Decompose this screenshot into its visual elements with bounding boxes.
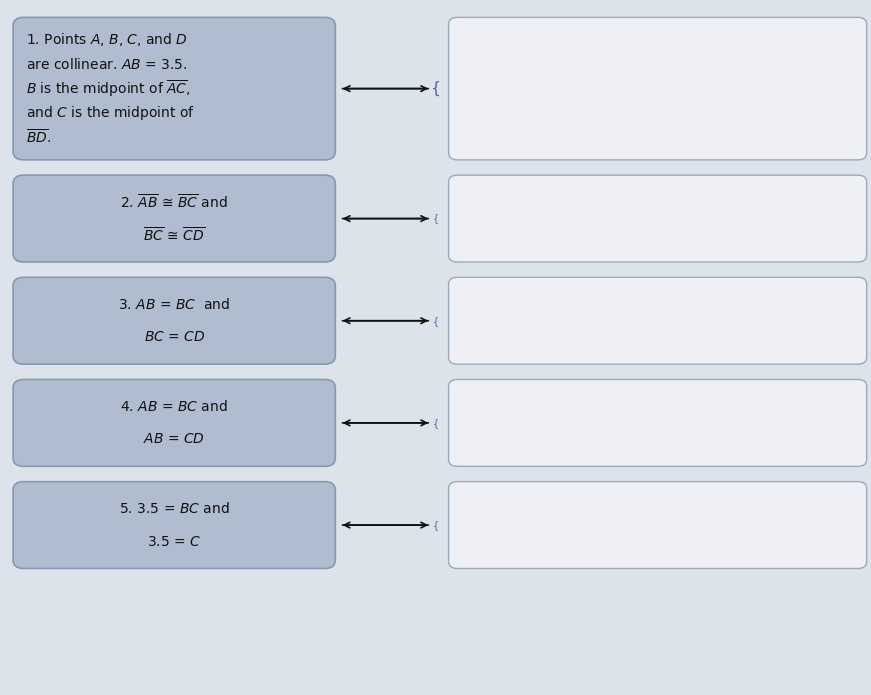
Text: $\mathit{BC}$ = $\mathit{CD}$: $\mathit{BC}$ = $\mathit{CD}$ [144,330,205,344]
Text: {: { [432,316,439,326]
Text: {: { [432,418,439,428]
Text: {: { [432,213,439,224]
FancyBboxPatch shape [13,277,335,364]
Text: are collinear. $\mathit{AB}$ = 3.5.: are collinear. $\mathit{AB}$ = 3.5. [26,57,188,72]
Text: {: { [432,520,439,530]
FancyBboxPatch shape [13,482,335,569]
Text: $\overline{BC}$ ≅ $\overline{CD}$: $\overline{BC}$ ≅ $\overline{CD}$ [143,226,206,244]
Text: {: { [430,81,441,96]
Text: 2. $\overline{AB}$ ≅ $\overline{BC}$ and: 2. $\overline{AB}$ ≅ $\overline{BC}$ and [120,193,228,211]
Text: $\overline{BD}$.: $\overline{BD}$. [26,128,51,147]
FancyBboxPatch shape [449,277,867,364]
Text: 5. 3.5 = $\mathit{BC}$ and: 5. 3.5 = $\mathit{BC}$ and [118,501,230,516]
FancyBboxPatch shape [449,175,867,262]
Text: 1. Points $\mathit{A}$, $\mathit{B}$, $\mathit{C}$, and $\mathit{D}$: 1. Points $\mathit{A}$, $\mathit{B}$, $\… [26,31,188,49]
FancyBboxPatch shape [449,17,867,160]
FancyBboxPatch shape [13,17,335,160]
Text: 3. $\mathit{AB}$ = $\mathit{BC}$  and: 3. $\mathit{AB}$ = $\mathit{BC}$ and [118,297,230,312]
FancyBboxPatch shape [13,175,335,262]
Text: 3.5 = $\mathit{C}$: 3.5 = $\mathit{C}$ [147,534,201,548]
Text: 4. $\mathit{AB}$ = $\mathit{BC}$ and: 4. $\mathit{AB}$ = $\mathit{BC}$ and [120,399,228,414]
FancyBboxPatch shape [13,379,335,466]
Text: and $C$ is the midpoint of: and $C$ is the midpoint of [26,104,195,122]
Text: $\mathit{B}$ is the midpoint of $\overline{AC}$,: $\mathit{B}$ is the midpoint of $\overli… [26,79,191,99]
FancyBboxPatch shape [449,482,867,569]
Text: $\mathit{AB}$ = $\mathit{CD}$: $\mathit{AB}$ = $\mathit{CD}$ [143,432,206,446]
FancyBboxPatch shape [449,379,867,466]
